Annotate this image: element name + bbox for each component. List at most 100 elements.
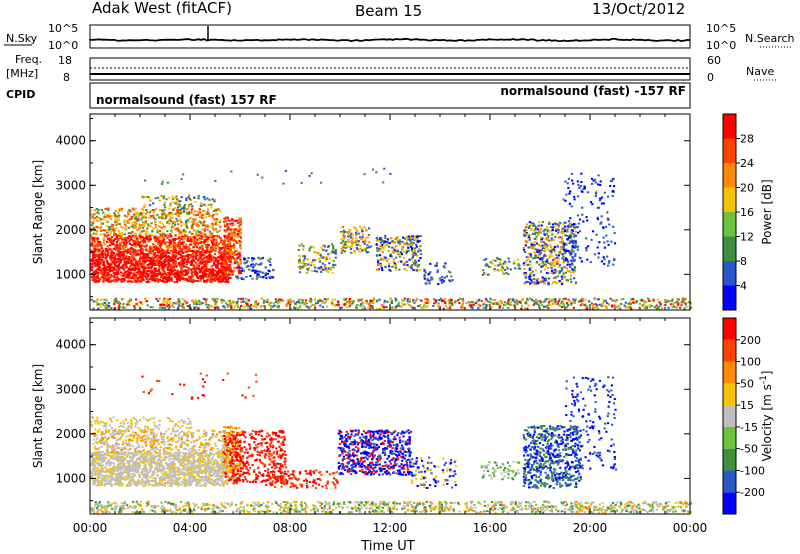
heatmap-cell: [179, 265, 182, 267]
heatmap-cell: [190, 225, 193, 228]
heatmap-cell: [157, 241, 160, 243]
heatmap-cell: [118, 258, 121, 260]
heatmap-cell: [189, 254, 192, 257]
heatmap-cell: [547, 261, 550, 264]
heatmap-cell: [193, 236, 196, 239]
heatmap-cell: [229, 245, 232, 248]
heatmap-cell: [331, 245, 335, 248]
heatmap-cell: [114, 221, 117, 224]
heatmap-cell: [469, 301, 472, 304]
heatmap-cell: [161, 222, 164, 225]
heatmap-cell: [522, 248, 526, 251]
heatmap-cell: [140, 240, 143, 243]
heatmap-cell: [440, 300, 443, 303]
heatmap-cell: [188, 245, 191, 248]
heatmap-cell: [138, 242, 141, 245]
heatmap-cell: [299, 265, 302, 268]
heatmap-cell: [325, 269, 328, 272]
heatmap-cell: [113, 301, 116, 304]
heatmap-cell: [196, 253, 199, 256]
heatmap-cell: [423, 275, 426, 278]
heatmap-cell: [214, 250, 217, 253]
heatmap-cell: [549, 226, 552, 229]
heatmap-cell: [417, 250, 420, 253]
heatmap-cell: [416, 254, 419, 257]
heatmap-cell: [566, 269, 569, 272]
heatmap-cell: [266, 298, 269, 301]
heatmap-cell: [130, 280, 133, 283]
heatmap-cell: [100, 244, 103, 247]
heatmap-cell: [127, 268, 130, 271]
heatmap-cell: [219, 254, 222, 257]
heatmap-cell: [571, 245, 574, 248]
heatmap-cell: [357, 243, 360, 246]
heatmap-cell: [523, 267, 526, 270]
heatmap-cell: [401, 240, 404, 243]
heatmap-cell: [133, 275, 136, 278]
heatmap-cell: [144, 230, 147, 233]
heatmap-cell: [255, 262, 258, 265]
heatmap-cell: [106, 259, 109, 262]
heatmap-cell: [191, 275, 194, 278]
heatmap-cell: [145, 232, 149, 235]
heatmap-cell: [128, 268, 131, 271]
heatmap-cell: [388, 242, 391, 245]
heatmap-cell: [388, 265, 391, 268]
heatmap-cell: [222, 273, 225, 276]
heatmap-cell: [218, 237, 221, 239]
heatmap-cell: [115, 233, 118, 236]
heatmap-cell: [387, 257, 390, 260]
heatmap-cell: [505, 266, 508, 268]
heatmap-cell: [195, 272, 198, 274]
heatmap-cell: [337, 301, 340, 304]
heatmap-cell: [146, 266, 149, 269]
heatmap-cell: [93, 247, 96, 250]
heatmap-cell: [513, 260, 516, 263]
heatmap-cell: [217, 257, 220, 260]
heatmap-cell: [525, 273, 528, 276]
heatmap-cell: [126, 251, 129, 254]
heatmap-cell: [117, 264, 120, 267]
heatmap-cell: [131, 231, 134, 233]
heatmap-cell: [272, 268, 275, 271]
heatmap-cell: [183, 299, 186, 302]
heatmap-cell: [227, 237, 230, 240]
heatmap-cell: [126, 248, 130, 251]
heatmap-cell: [129, 265, 132, 268]
heatmap-cell: [164, 217, 167, 219]
heatmap-cell: [122, 237, 125, 240]
heatmap-cell: [199, 235, 202, 238]
heatmap-cell: [392, 242, 395, 245]
heatmap-cell: [573, 227, 576, 230]
heatmap-cell: [174, 234, 177, 237]
heatmap-cell: [419, 245, 422, 248]
heatmap-cell: [128, 208, 131, 211]
heatmap-cell: [155, 235, 158, 238]
heatmap-cell: [343, 236, 346, 238]
heatmap-cell: [409, 245, 412, 248]
heatmap-cell: [133, 279, 136, 282]
heatmap-cell: [192, 259, 195, 262]
heatmap-cell: [205, 246, 208, 249]
heatmap-cell: [563, 266, 566, 269]
heatmap-cell: [136, 265, 139, 268]
heatmap-cell: [113, 247, 116, 250]
heatmap-cell: [544, 238, 547, 241]
heatmap-cell: [163, 249, 166, 252]
heatmap-cell: [184, 221, 188, 224]
heatmap-cell: [345, 231, 348, 233]
heatmap-cell: [221, 243, 224, 246]
heatmap-cell: [204, 274, 207, 277]
heatmap-cell: [105, 255, 108, 258]
heatmap-cell: [409, 305, 412, 308]
heatmap-cell: [225, 262, 228, 265]
heatmap-cell: [143, 206, 146, 209]
heatmap-cell: [95, 243, 98, 246]
heatmap-cell: [190, 211, 193, 214]
heatmap-cell: [214, 302, 217, 305]
heatmap-cell: [590, 177, 594, 180]
heatmap-cell: [210, 239, 213, 242]
heatmap-cell: [164, 261, 167, 264]
heatmap-cell: [227, 265, 230, 268]
heatmap-cell: [260, 262, 263, 265]
